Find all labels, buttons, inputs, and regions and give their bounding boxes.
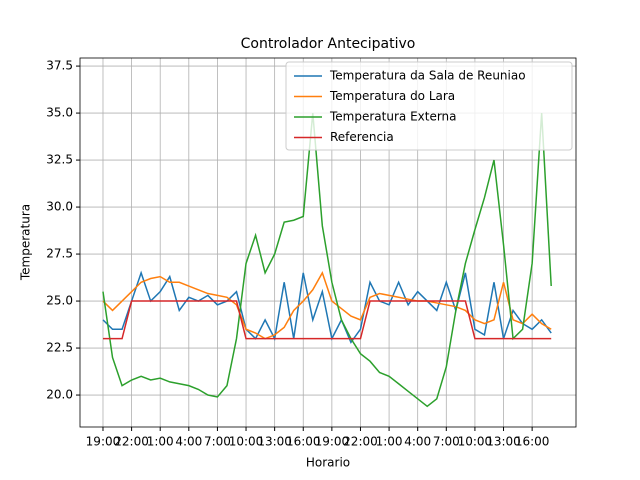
legend-box [285,61,573,151]
x-tick-label: 16:00 [515,435,550,449]
plot-frame [79,57,577,428]
x-tick-label: 4:00 [404,435,431,449]
series-line [102,270,552,344]
legend-label: Temperatura da Sala de Reuniao [329,69,526,83]
x-tick-label: 13:00 [257,435,292,449]
y-tick-label: 27.5 [46,247,73,261]
y-tick-label: 37.5 [46,59,73,73]
y-tick-label: 20.0 [46,388,73,402]
series-line [102,300,552,340]
x-tick-label: 1:00 [147,435,174,449]
x-tick-label: 22:00 [114,435,149,449]
chart-title: Controlador Antecipativo [241,36,416,52]
y-axis-label: Temperatura [19,204,33,281]
x-axis-label: Horario [306,456,350,470]
y-tick-label: 35.0 [46,106,73,120]
x-tick-label: 10:00 [458,435,493,449]
series-line [102,271,552,340]
x-tick-label: 10:00 [229,435,264,449]
y-tick-label: 32.5 [46,153,73,167]
x-tick-label: 16:00 [286,435,321,449]
legend-label: Temperatura do Lara [329,89,455,103]
x-tick-label: 7:00 [204,435,231,449]
x-tick-label: 1:00 [376,435,403,449]
y-tick-label: 25.0 [46,294,73,308]
x-tick-label: 19:00 [86,435,121,449]
x-tick-label: 4:00 [175,435,202,449]
series-line [102,113,552,408]
legend-label: Temperatura Externa [329,110,457,124]
x-tick-label: 13:00 [486,435,521,449]
x-tick-label: 7:00 [433,435,460,449]
y-tick-label: 30.0 [46,200,73,214]
x-tick-label: 22:00 [343,435,378,449]
legend-label: Referencia [330,130,394,144]
y-tick-label: 22.5 [46,341,73,355]
x-tick-label: 19:00 [315,435,350,449]
